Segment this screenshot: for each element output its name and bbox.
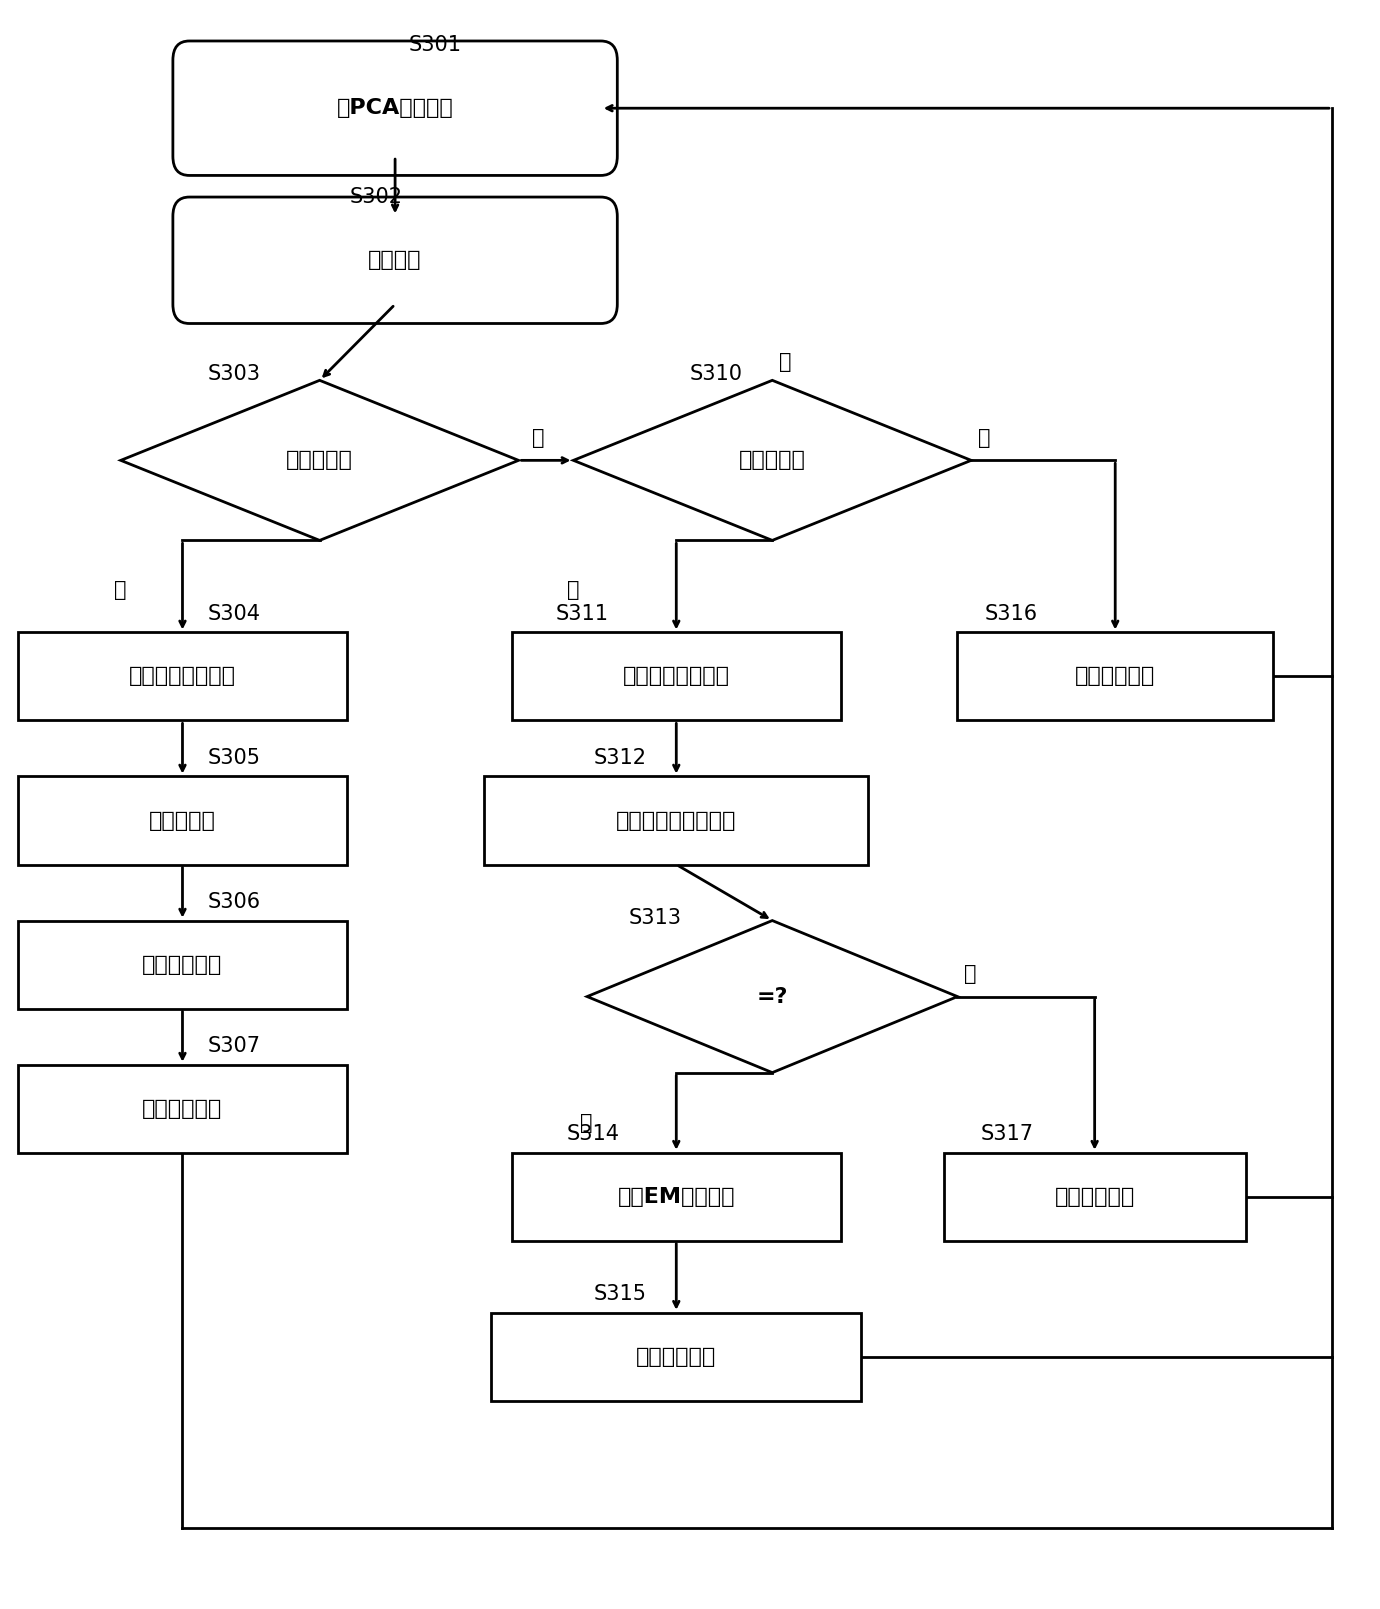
Text: 是: 是 bbox=[580, 1113, 593, 1133]
Bar bbox=[491, 1313, 861, 1401]
Text: 获得商品信息: 获得商品信息 bbox=[142, 954, 222, 975]
Polygon shape bbox=[121, 380, 519, 541]
Text: S313: S313 bbox=[628, 907, 682, 928]
Text: 否: 否 bbox=[978, 428, 991, 447]
Text: S306: S306 bbox=[207, 891, 261, 912]
Text: 驱动EM去激活器: 驱动EM去激活器 bbox=[617, 1187, 736, 1207]
Bar bbox=[958, 632, 1272, 721]
Text: 返回商品信息: 返回商品信息 bbox=[142, 1099, 222, 1118]
Bar bbox=[512, 632, 840, 721]
Text: 驱动条形码扫描器: 驱动条形码扫描器 bbox=[622, 666, 730, 687]
Text: S314: S314 bbox=[567, 1123, 620, 1144]
Text: S312: S312 bbox=[593, 748, 647, 767]
Text: 扫描命令？: 扫描命令？ bbox=[286, 451, 353, 470]
Text: S301: S301 bbox=[408, 35, 462, 55]
FancyBboxPatch shape bbox=[172, 40, 617, 175]
Text: S304: S304 bbox=[207, 603, 261, 624]
Text: 否: 否 bbox=[533, 428, 545, 447]
Text: 驱动条形码扫描器: 驱动条形码扫描器 bbox=[128, 666, 236, 687]
Text: 支付确认？: 支付确认？ bbox=[738, 451, 806, 470]
Bar bbox=[18, 632, 348, 721]
Text: S315: S315 bbox=[593, 1284, 647, 1303]
Bar bbox=[18, 1065, 348, 1152]
Bar bbox=[18, 920, 348, 1009]
Text: 返回无效命令: 返回无效命令 bbox=[1075, 666, 1155, 687]
Bar bbox=[944, 1152, 1246, 1241]
Polygon shape bbox=[574, 380, 972, 541]
Text: 与预存的条形码比较: 与预存的条形码比较 bbox=[615, 811, 737, 830]
Text: S310: S310 bbox=[690, 364, 742, 383]
Bar bbox=[484, 777, 868, 864]
Text: S303: S303 bbox=[207, 364, 261, 383]
Text: 是: 是 bbox=[567, 581, 580, 600]
Text: 从PCA接收命令: 从PCA接收命令 bbox=[337, 98, 454, 117]
Text: 否: 否 bbox=[965, 964, 977, 983]
Text: S305: S305 bbox=[207, 748, 261, 767]
Text: 返回无效商品: 返回无效商品 bbox=[1054, 1187, 1134, 1207]
Text: S302: S302 bbox=[349, 188, 403, 208]
Text: S317: S317 bbox=[981, 1123, 1034, 1144]
Text: 验证命令: 验证命令 bbox=[368, 251, 422, 270]
Text: S316: S316 bbox=[985, 603, 1038, 624]
FancyBboxPatch shape bbox=[172, 196, 617, 323]
Bar bbox=[512, 1152, 840, 1241]
Text: S311: S311 bbox=[556, 603, 609, 624]
Text: 返回交易成功: 返回交易成功 bbox=[636, 1347, 716, 1366]
Text: 是: 是 bbox=[115, 581, 127, 600]
Polygon shape bbox=[586, 920, 958, 1073]
Bar bbox=[18, 777, 348, 864]
Text: 存储条形码: 存储条形码 bbox=[149, 811, 215, 830]
Text: S307: S307 bbox=[207, 1036, 261, 1056]
Text: =?: =? bbox=[756, 986, 788, 1007]
Text: 否: 否 bbox=[780, 352, 792, 372]
